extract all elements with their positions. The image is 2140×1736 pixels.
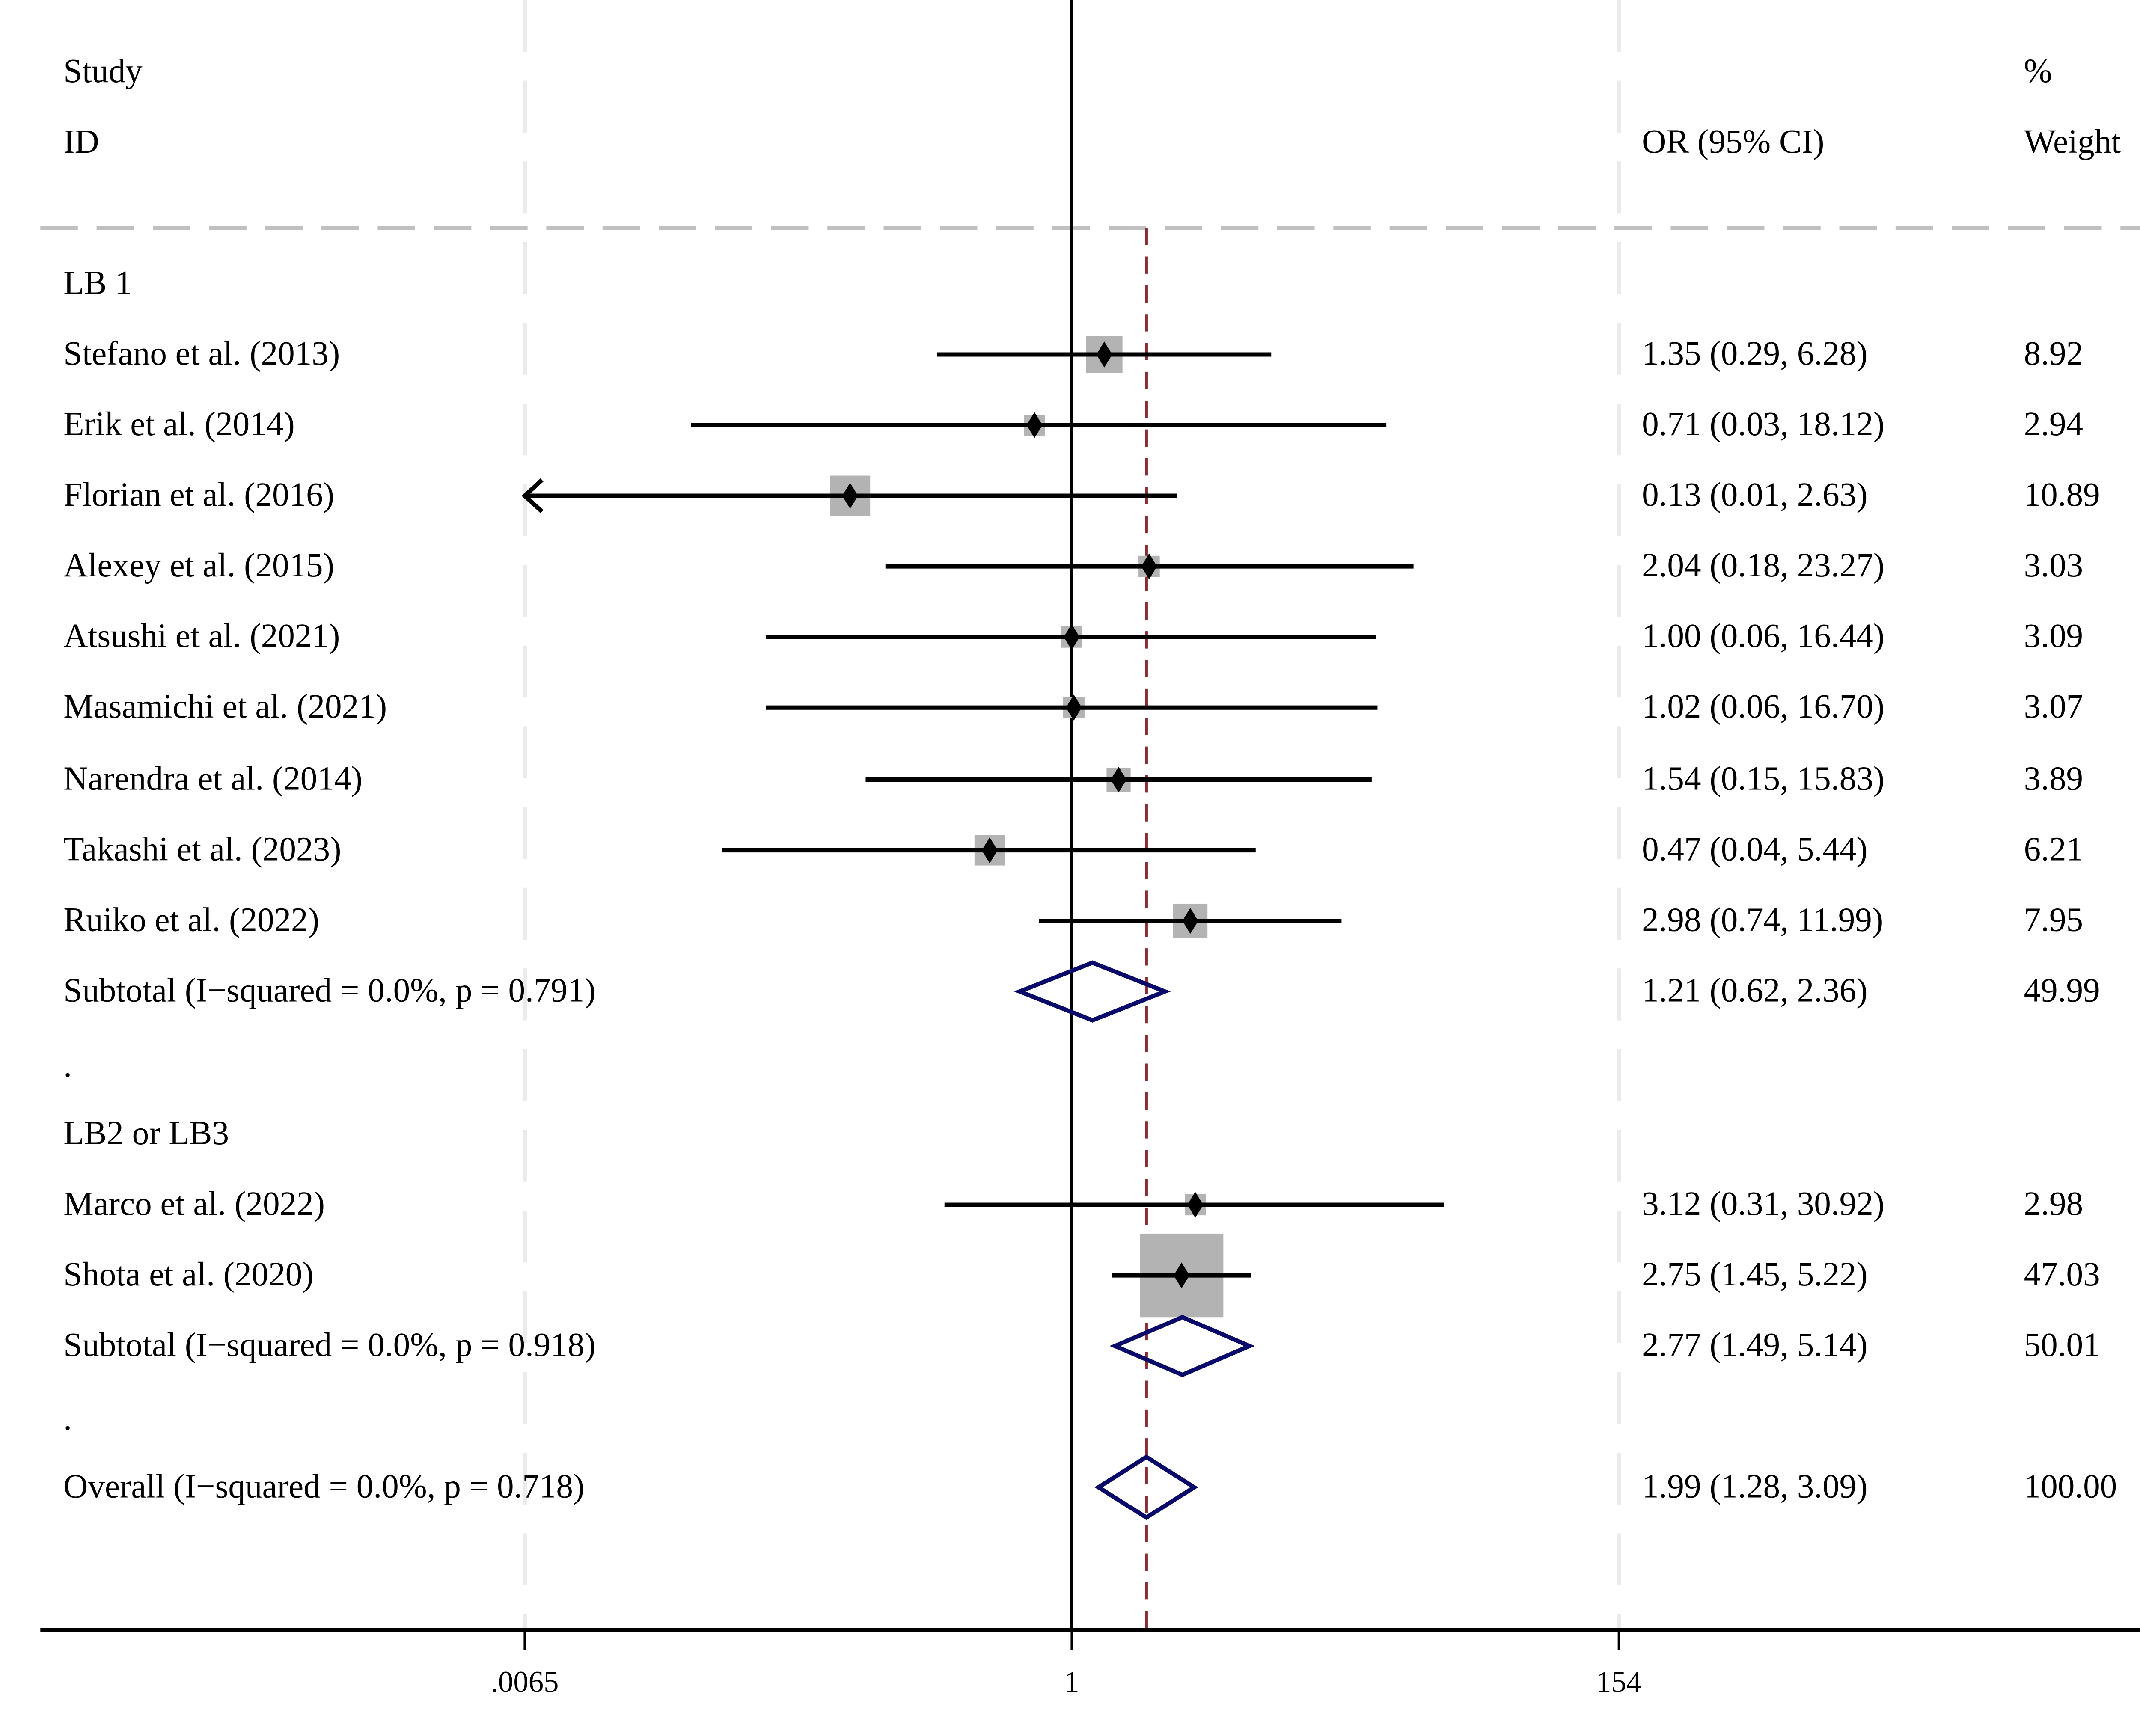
- group-label: LB2 or LB3: [63, 1114, 229, 1152]
- study-row: Florian et al. (2016) 0.13 (0.01, 2.63) 10…: [63, 475, 2100, 516]
- row-label: Subtotal (I−squared = 0.0%, p = 0.918): [63, 1326, 596, 1364]
- row-label: Overall (I−squared = 0.0%, p = 0.718): [63, 1467, 584, 1505]
- x-tick-label: 1: [1064, 1665, 1079, 1699]
- weight-text: 50.01: [2024, 1326, 2100, 1364]
- header-effect: OR (95% CI): [1642, 123, 1824, 160]
- overall-row: Overall (I−squared = 0.0%, p = 0.718) 1.9…: [63, 1454, 2117, 1520]
- x-tick-label: .0065: [490, 1665, 559, 1699]
- row-label: Stefano et al. (2013): [63, 335, 340, 372]
- study-row: Ruiko et al. (2022) 2.98 (0.74, 11.99) 7.9…: [63, 901, 2083, 939]
- row-label: Marco et al. (2022): [63, 1185, 325, 1223]
- row-label: Takashi et al. (2023): [63, 831, 341, 868]
- weight-text: 3.89: [2024, 760, 2083, 798]
- effect-ci-text: 3.12 (0.31, 30.92): [1642, 1185, 1884, 1223]
- study-row: Stefano et al. (2013) 1.35 (0.29, 6.28) 8.…: [63, 335, 2083, 373]
- effect-ci-text: 2.04 (0.18, 23.27): [1642, 546, 1884, 584]
- effect-ci-text: 1.02 (0.06, 16.70): [1642, 688, 1884, 725]
- point-estimate: [1026, 412, 1043, 438]
- subtotal-row: Subtotal (I−squared = 0.0%, p = 0.791) 1.…: [63, 960, 2100, 1023]
- arrow-left-icon: [521, 478, 544, 513]
- effect-ci-text: 2.98 (0.74, 11.99): [1642, 901, 1883, 939]
- weight-text: 10.89: [2024, 476, 2100, 513]
- row-label: Erik et al. (2014): [63, 405, 295, 443]
- subtotal-diamond: [1109, 1315, 1255, 1377]
- group-row: LB2 or LB3: [63, 1114, 229, 1152]
- spacer-row: .: [63, 1047, 72, 1084]
- effect-ci-text: 2.77 (1.49, 5.14): [1642, 1326, 1867, 1364]
- group-label: LB 1: [63, 264, 132, 302]
- row-label: Narendra et al. (2014): [63, 760, 363, 798]
- weight-text: 3.09: [2024, 617, 2083, 655]
- study-row: Atsushi et al. (2021) 1.00 (0.06, 16.44) 3…: [63, 617, 2083, 655]
- effect-ci-text: 1.21 (0.62, 2.36): [1642, 972, 1867, 1009]
- weight-text: 3.03: [2024, 546, 2083, 584]
- column-headers: Study ID OR (95% CI) % Weight: [63, 52, 2121, 160]
- effect-ci-text: 0.13 (0.01, 2.63): [1642, 476, 1867, 513]
- study-row: Alexey et al. (2015) 2.04 (0.18, 23.27) 3.…: [63, 546, 2083, 584]
- spacer-row: .: [63, 1400, 72, 1437]
- effect-ci-text: 1.35 (0.29, 6.28): [1642, 335, 1867, 372]
- study-row: Takashi et al. (2023) 0.47 (0.04, 5.44) 6.…: [63, 831, 2083, 868]
- study-rows: LB 1 Stefano et al. (2013) 1.35 (0.29, 6.2…: [63, 264, 2117, 1520]
- point-estimate: [1141, 553, 1157, 579]
- header-weight-percent: %: [2024, 52, 2052, 90]
- weight-text: 3.07: [2024, 688, 2083, 725]
- group-row: LB 1: [63, 264, 132, 302]
- point-estimate: [1182, 908, 1198, 934]
- row-label: Florian et al. (2016): [63, 476, 334, 513]
- effect-ci-text: 0.71 (0.03, 18.12): [1642, 405, 1884, 443]
- row-label: Shota et al. (2020): [63, 1255, 314, 1293]
- study-row: Shota et al. (2020) 2.75 (1.45, 5.22) 47.0…: [63, 1233, 2100, 1318]
- row-label: .: [63, 1400, 72, 1437]
- weight-text: 49.99: [2024, 972, 2100, 1009]
- x-tick-label: 154: [1596, 1665, 1641, 1699]
- overall-diamond: [1094, 1454, 1198, 1520]
- weight-text: 2.94: [2024, 405, 2083, 443]
- effect-ci-text: 0.47 (0.04, 5.44): [1642, 831, 1867, 868]
- row-label: Atsushi et al. (2021): [63, 617, 340, 655]
- study-row: Narendra et al. (2014) 1.54 (0.15, 15.83)…: [63, 760, 2083, 798]
- row-label: Subtotal (I−squared = 0.0%, p = 0.791): [63, 972, 596, 1009]
- study-row: Masamichi et al. (2021) 1.02 (0.06, 16.70…: [63, 688, 2083, 725]
- weight-text: 7.95: [2024, 901, 2083, 939]
- subtotal-row: Subtotal (I−squared = 0.0%, p = 0.918) 2.…: [63, 1315, 2100, 1377]
- row-label: .: [63, 1047, 72, 1084]
- effect-ci-text: 1.99 (1.28, 3.09): [1642, 1467, 1867, 1505]
- effect-ci-text: 1.00 (0.06, 16.44): [1642, 617, 1884, 655]
- study-row: Marco et al. (2022) 3.12 (0.31, 30.92) 2.9…: [63, 1185, 2083, 1223]
- point-estimate: [1110, 766, 1127, 793]
- weight-text: 2.98: [2024, 1185, 2083, 1223]
- header-weight: Weight: [2024, 123, 2121, 160]
- weight-text: 8.92: [2024, 335, 2083, 372]
- weight-text: 100.00: [2024, 1467, 2117, 1505]
- header-study: Study: [63, 52, 143, 90]
- grid-lines: [522, 0, 1621, 1630]
- row-label: Ruiko et al. (2022): [63, 901, 319, 939]
- subtotal-diamond: [1014, 960, 1171, 1023]
- weight-text: 6.21: [2024, 831, 2083, 868]
- row-label: Alexey et al. (2015): [63, 546, 334, 584]
- x-axis: .0065 1 154: [40, 1628, 2140, 1699]
- study-row: Erik et al. (2014) 0.71 (0.03, 18.12) 2.94: [63, 405, 2083, 443]
- effect-ci-text: 1.54 (0.15, 15.83): [1642, 760, 1884, 798]
- header-id: ID: [63, 123, 99, 160]
- row-label: Masamichi et al. (2021): [63, 688, 387, 725]
- effect-ci-text: 2.75 (1.45, 5.22): [1642, 1255, 1867, 1293]
- point-estimate: [842, 483, 858, 509]
- weight-text: 47.03: [2024, 1255, 2100, 1293]
